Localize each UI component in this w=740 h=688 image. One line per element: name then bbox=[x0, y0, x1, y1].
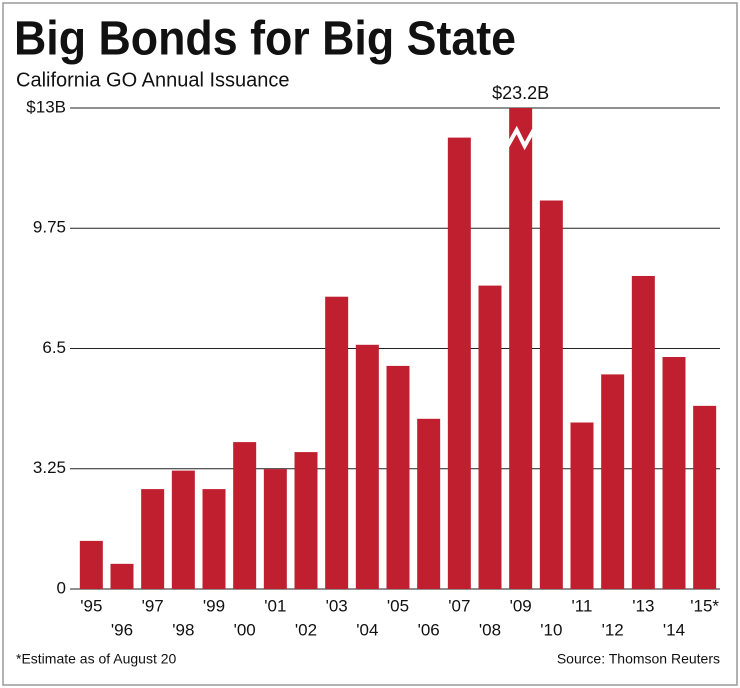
chart-title: Big Bonds for Big State bbox=[14, 13, 516, 66]
x-tick-label: '97 bbox=[142, 596, 164, 615]
footnote: *Estimate as of August 20 bbox=[16, 651, 177, 667]
y-tick-label: 3.25 bbox=[33, 458, 66, 477]
x-tick-label: '00 bbox=[234, 620, 256, 639]
bar bbox=[294, 452, 318, 589]
x-tick-label: '11 bbox=[572, 596, 593, 615]
bar bbox=[141, 489, 165, 589]
bar bbox=[509, 108, 533, 589]
bar bbox=[263, 469, 287, 589]
bar bbox=[478, 285, 502, 589]
x-tick-label: '99 bbox=[203, 596, 225, 615]
bar bbox=[386, 365, 410, 589]
x-tick-label: '12 bbox=[602, 620, 624, 639]
bar bbox=[355, 344, 379, 589]
bar bbox=[110, 563, 134, 589]
bar bbox=[601, 374, 625, 589]
x-tick-label: '08 bbox=[479, 620, 501, 639]
x-tick-label: '10 bbox=[540, 620, 562, 639]
value-label: $23.2B bbox=[492, 83, 549, 103]
bar bbox=[570, 422, 594, 589]
x-tick-label: '15* bbox=[690, 596, 719, 615]
y-tick-label: 9.75 bbox=[33, 218, 66, 237]
bar bbox=[539, 200, 563, 589]
axis-break bbox=[505, 125, 536, 151]
x-tick-label: '01 bbox=[264, 596, 286, 615]
bar bbox=[79, 540, 103, 589]
chart-subtitle: California GO Annual Issuance bbox=[16, 69, 290, 91]
bar bbox=[631, 275, 655, 589]
x-tick-label: '06 bbox=[418, 620, 440, 639]
bar bbox=[233, 442, 257, 589]
x-tick-label: '95 bbox=[80, 596, 102, 615]
x-tick-label: '07 bbox=[448, 596, 470, 615]
y-tick-label: $13B bbox=[26, 97, 66, 116]
bar bbox=[447, 137, 471, 589]
x-tick-label: '98 bbox=[172, 620, 194, 639]
y-tick-label: 6.5 bbox=[42, 338, 66, 357]
x-tick-label: '02 bbox=[295, 620, 317, 639]
x-tick-label: '96 bbox=[111, 620, 133, 639]
x-tick-label: '09 bbox=[510, 596, 532, 615]
x-tick-label: '03 bbox=[326, 596, 348, 615]
x-tick-label: '14 bbox=[663, 620, 685, 639]
x-tick-label: '05 bbox=[387, 596, 409, 615]
source: Source: Thomson Reuters bbox=[557, 651, 720, 667]
bar bbox=[693, 405, 717, 589]
x-tick-label: '04 bbox=[356, 620, 378, 639]
bar bbox=[325, 296, 349, 589]
y-tick-label: 0 bbox=[57, 578, 66, 597]
bar bbox=[417, 418, 441, 589]
bar bbox=[662, 357, 686, 589]
x-tick-label: '13 bbox=[632, 596, 654, 615]
bar bbox=[202, 489, 226, 589]
bar bbox=[171, 470, 195, 589]
